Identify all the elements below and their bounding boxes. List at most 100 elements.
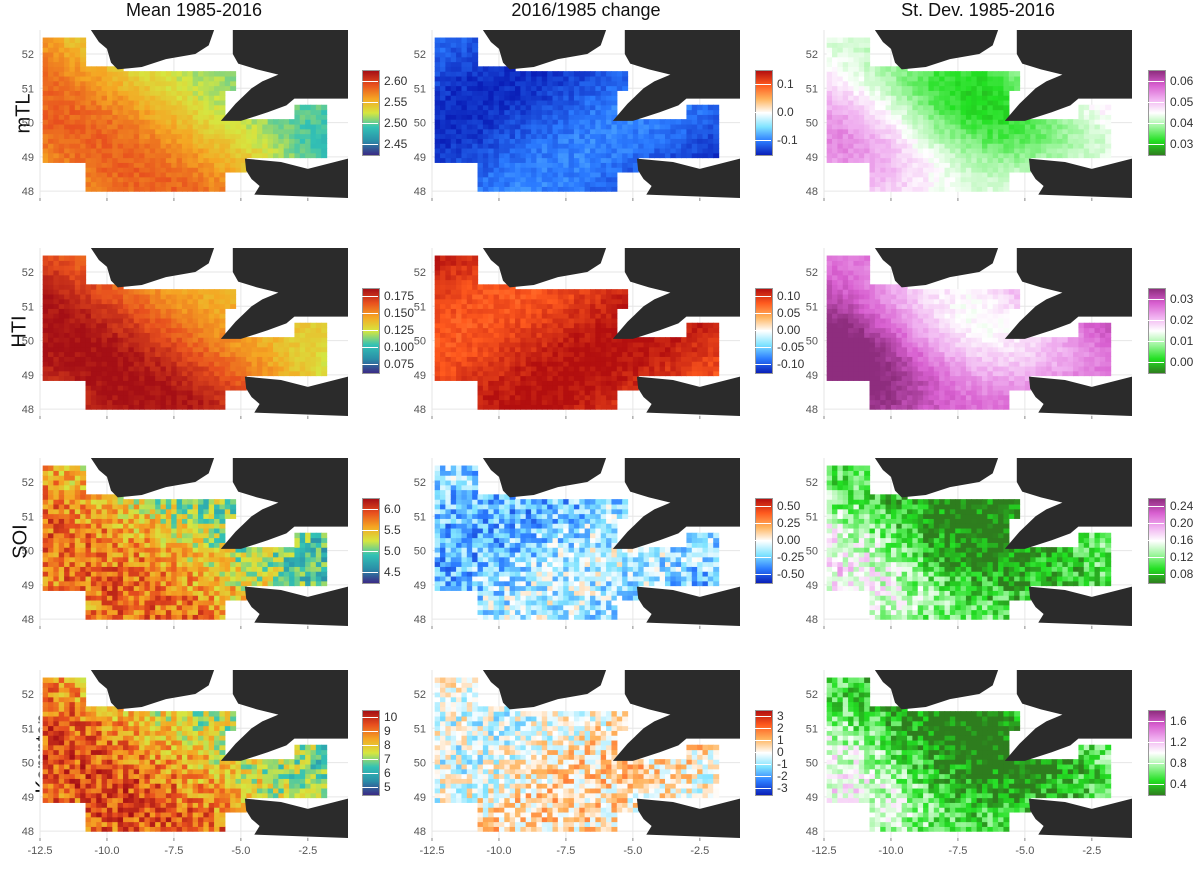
- heat-cell: [488, 351, 495, 357]
- heat-cell: [1040, 152, 1047, 159]
- heat-cell: [74, 370, 81, 377]
- heat-cell: [112, 186, 119, 192]
- heat-cell: [907, 114, 913, 120]
- heat-cell: [198, 104, 204, 111]
- heat-cell: [187, 361, 194, 367]
- heat-cell: [477, 404, 484, 410]
- heat-cell: [321, 341, 328, 348]
- heat-cell: [949, 128, 956, 135]
- heat-cell: [1014, 143, 1021, 149]
- heat-cell: [885, 119, 892, 125]
- heat-cell: [982, 167, 988, 173]
- land-brittany: [244, 158, 348, 198]
- heat-cell: [74, 260, 81, 266]
- heat-cell: [853, 143, 860, 149]
- heat-cell: [224, 85, 231, 91]
- heat-cell: [171, 317, 178, 324]
- heat-cell: [515, 356, 521, 362]
- heat-cell: [557, 167, 564, 173]
- heat-cell: [702, 138, 709, 144]
- heat-cell: [1073, 143, 1080, 149]
- heat-cell: [1089, 128, 1096, 135]
- heat-cell: [864, 99, 871, 106]
- heat-cell: [176, 317, 183, 324]
- heat-cell: [504, 90, 511, 96]
- heat-cell: [42, 75, 49, 82]
- heat-cell: [853, 61, 860, 67]
- heat-cell: [579, 157, 586, 163]
- heat-cell: [713, 104, 720, 111]
- heat-cell: [557, 322, 564, 329]
- heat-cell: [450, 255, 457, 261]
- heat-cell: [171, 133, 178, 139]
- heat-cell: [848, 80, 855, 87]
- heat-cell: [933, 171, 940, 178]
- heat-cell: [198, 313, 204, 319]
- heat-cell: [933, 95, 940, 101]
- heat-cell: [1040, 147, 1047, 154]
- heat-cell: [64, 37, 71, 43]
- heat-cell: [697, 119, 704, 125]
- heat-cell: [482, 375, 489, 381]
- heat-cell: [256, 337, 263, 343]
- heat-cell: [133, 341, 140, 348]
- heat-cell: [976, 167, 983, 173]
- heat-cell: [837, 128, 844, 135]
- heat-cell: [955, 95, 962, 101]
- heat-cell: [58, 143, 65, 149]
- heat-cell: [955, 104, 962, 111]
- heat-cell: [648, 152, 655, 159]
- heat-cell: [144, 332, 151, 338]
- heat-cell: [214, 308, 221, 314]
- heat-cell: [80, 322, 87, 329]
- heat-cell: [224, 152, 231, 159]
- heat-cell: [488, 289, 495, 295]
- heat-cell: [192, 389, 199, 396]
- heat-cell: [515, 128, 521, 135]
- heat-cell: [289, 147, 296, 154]
- heat-cell: [80, 255, 87, 261]
- colorbar-tick-label: 0.05: [1170, 94, 1194, 109]
- heat-cell: [472, 133, 479, 139]
- heat-cell: [440, 317, 446, 324]
- heat-cell: [445, 75, 452, 82]
- heat-cell: [917, 162, 924, 168]
- heat-cell: [1035, 147, 1042, 154]
- heat-cell: [536, 351, 543, 357]
- heat-cell: [885, 176, 892, 183]
- heat-cell: [928, 104, 935, 111]
- heat-cell: [691, 143, 698, 149]
- heat-cell: [949, 181, 956, 187]
- heat-cell: [214, 322, 221, 329]
- heat-cell: [123, 95, 129, 101]
- heat-cell: [557, 365, 564, 372]
- heat-cell: [139, 80, 146, 87]
- heat-cell: [96, 95, 103, 101]
- heat-cell: [283, 133, 290, 139]
- heat-cell: [477, 90, 484, 96]
- heat-cell: [149, 123, 156, 130]
- heat-cell: [203, 389, 210, 396]
- heat-cell: [568, 176, 575, 183]
- heat-cell: [42, 109, 49, 115]
- heat-cell: [203, 128, 210, 135]
- heat-cell: [557, 133, 564, 139]
- heat-cell: [675, 152, 682, 159]
- heat-cell: [203, 313, 210, 319]
- heat-cell: [149, 157, 156, 163]
- heat-cell: [971, 171, 978, 178]
- heat-cell: [472, 114, 479, 120]
- heat-cell: [294, 341, 301, 348]
- heat-cell: [907, 71, 913, 77]
- heat-cell: [155, 394, 162, 401]
- heat-cell: [536, 341, 543, 348]
- heat-cell: [294, 327, 301, 333]
- heat-cell: [896, 171, 903, 178]
- heat-cell: [477, 123, 484, 130]
- heat-cell: [262, 341, 269, 348]
- heat-cell: [912, 176, 919, 183]
- heat-cell: [472, 308, 479, 314]
- heat-cell: [176, 143, 183, 149]
- heat-cell: [117, 152, 124, 159]
- heat-cell: [203, 80, 210, 87]
